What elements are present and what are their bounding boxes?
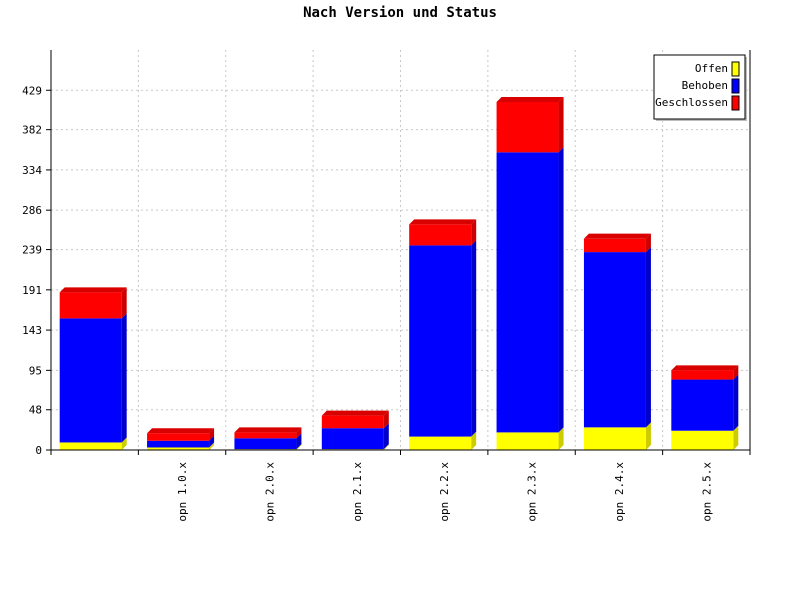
bar-side [645,422,651,450]
y-tick-label: 95 [29,364,42,377]
x-tick-label: opn 2.2.x [438,462,451,522]
y-tick-label: 382 [22,124,42,137]
legend-label: Behoben [682,79,728,92]
bar-segment-offen [147,447,210,450]
y-tick-label: 429 [22,84,42,97]
bar-top [583,233,651,239]
x-tick-label: opn 2.3.x [526,462,539,522]
legend-label: Geschlossen [655,96,728,109]
y-tick-label: 334 [22,164,42,177]
bar-segment-behoben [234,438,297,450]
bar-segment-offen [583,427,646,450]
y-tick-label: 143 [22,324,42,337]
legend-swatch [731,61,740,77]
bar-side [296,433,302,450]
bar-side [733,425,739,450]
bar-side [471,431,477,450]
grid-lines [51,50,750,450]
x-tick-label: opn 1.0.x [176,462,189,522]
legend-swatch [731,95,740,111]
bar-segment-offen [671,430,734,450]
bar-segment-behoben [583,252,646,428]
bar-segment-offen [59,442,122,450]
x-tick-label: opn 2.5.x [700,462,713,522]
bar-segment-geschlossen [409,224,472,246]
bar-segment-geschlossen [321,415,384,429]
bar-segment-geschlossen [59,292,122,319]
bar-top [59,287,127,293]
bar-segment-geschlossen [583,238,646,253]
bar-side [209,435,215,448]
bar-side [121,437,127,450]
bar-segment-geschlossen [147,433,210,441]
bar-top [671,365,739,371]
bar-side [471,219,477,246]
bar-segment-behoben [147,440,210,448]
bar-segment-geschlossen [496,101,559,153]
bar-side [209,442,215,450]
bar-top [496,96,564,102]
x-tick-label: opn 2.1.x [351,462,364,522]
bar-top [321,410,389,416]
bar-side [471,240,477,437]
bar-side [383,410,389,429]
bar-top [409,219,477,225]
y-tick-label: 239 [22,244,42,257]
bar-side [733,365,739,380]
x-axis-ticks: opn 1.0.x opn 2.0.x opn 2.1.x opn 2.2.x opn … [50,450,751,522]
x-tick-label: opn 2.4.x [613,462,626,522]
bar-side [383,423,389,450]
bar-segment-behoben [671,379,734,431]
bar-side [645,233,651,253]
chart-title: Nach Version und Status [303,5,497,21]
bar-side [296,427,302,439]
bar-segment-geschlossen [671,370,734,380]
bar-segment-behoben [496,152,559,433]
bar-side [558,96,564,153]
legend-swatch [731,78,740,94]
legend: Offen Behoben Geschlossen [653,54,747,121]
bar-segment-geschlossen [234,432,297,439]
bar-segment-behoben [59,318,122,443]
bar-side [121,313,127,443]
bar-segment-behoben [321,428,384,450]
bar-top [234,427,302,433]
bar-top [147,428,215,434]
bar-segment-offen [496,432,559,450]
y-axis-ticks: 0 48 95 143 191 239 286 334 382 429 [22,84,51,457]
bar-side [296,444,302,450]
bar-segment-offen [409,436,472,450]
y-tick-label: 286 [22,204,42,217]
bar-side [558,147,564,433]
legend-label: Offen [695,62,728,75]
bar-side [209,428,215,441]
bar-side [383,444,389,450]
y-tick-label: 48 [29,404,42,417]
bar-side [558,427,564,450]
y-tick-label: 0 [35,444,42,457]
bar-side [733,374,739,431]
y-tick-label: 191 [22,284,42,297]
x-tick-label: opn 2.0.x [263,462,276,522]
bar-segment-behoben [409,245,472,437]
bar-side [121,287,127,319]
bars [59,96,739,450]
legend-box [653,54,746,120]
bar-side [645,247,651,428]
